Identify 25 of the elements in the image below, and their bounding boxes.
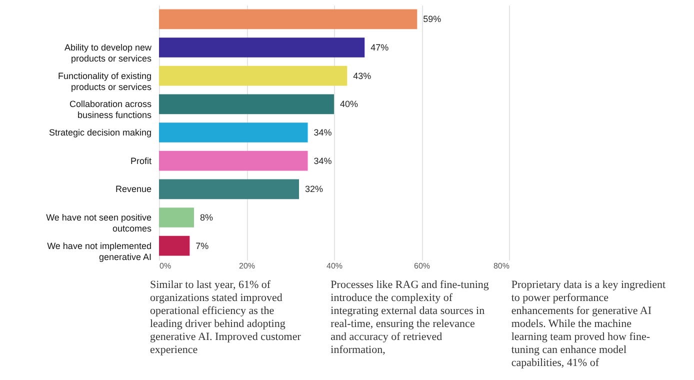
data-label: 47% <box>370 42 389 52</box>
data-label: 43% <box>353 70 372 81</box>
text: Processes like RAG and fine-tuning introduce the complexity of integrating external data sources in real-time, ensuring the relevance and accuracy of retrieved information, <box>330 279 490 358</box>
y-tick-label: Ability to develop new products or services <box>64 42 152 64</box>
x-tick-label: 40% <box>326 262 343 270</box>
y-tick-label: Profit <box>130 156 152 166</box>
x-tick-label: 0% <box>160 262 172 270</box>
x-tick-label: 80% <box>493 262 510 270</box>
data-label: 40% <box>340 99 358 110</box>
x-tick-label: 20% <box>238 262 256 270</box>
data-label: 32% <box>305 184 324 194</box>
y-tick-label: We have not seen positive outcomes <box>46 212 152 234</box>
text: Proprietary data is a key ingredient to power performance enhancements for generative AI models. While the machine learning team proved how fine-tuning can enhance model capabilities, 41% of <box>511 279 667 370</box>
data-label: 34% <box>314 128 332 138</box>
y-tick-label: Functionality of existing products or services <box>58 70 152 92</box>
x-tick-label: 60% <box>414 262 430 270</box>
y-tick-label: Strategic decision making <box>48 128 152 138</box>
text: Similar to last year, 61% of organizations stated improved operational efficiency as the leading driver behind adopting generative AI. Improved customer experience <box>150 279 302 358</box>
data-label: 7% <box>196 240 209 251</box>
y-tick-label: We have not implemented generative AI <box>47 240 152 262</box>
y-tick-label: Collaboration across business functions <box>69 99 152 120</box>
data-label: 8% <box>200 212 214 222</box>
data-label: 34% <box>314 156 332 166</box>
y-tick-label: Revenue <box>115 184 152 194</box>
data-label: 59% <box>423 14 442 24</box>
